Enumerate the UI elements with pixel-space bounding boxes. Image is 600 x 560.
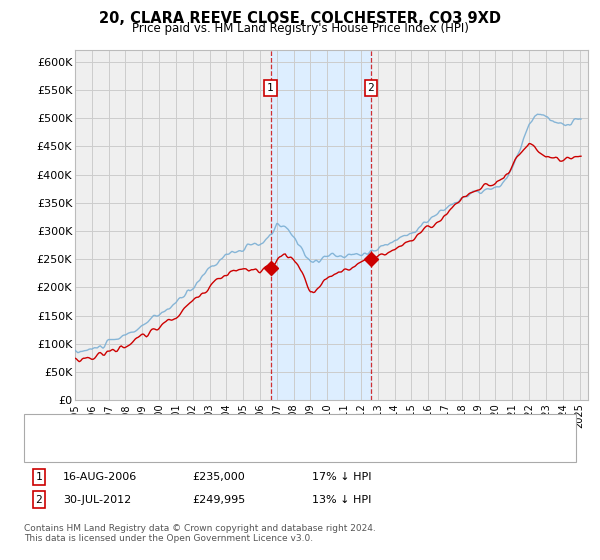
Text: 2: 2	[35, 494, 43, 505]
Text: 2: 2	[367, 83, 374, 93]
Text: Contains HM Land Registry data © Crown copyright and database right 2024.
This d: Contains HM Land Registry data © Crown c…	[24, 524, 376, 543]
Bar	[271, 50, 371, 400]
Text: 20, CLARA REEVE CLOSE, COLCHESTER, CO3 9XD: 20, CLARA REEVE CLOSE, COLCHESTER, CO3 9…	[99, 11, 501, 26]
Text: 13% ↓ HPI: 13% ↓ HPI	[312, 494, 371, 505]
Text: £235,000: £235,000	[192, 472, 245, 482]
Text: 1: 1	[267, 83, 274, 93]
Text: Price paid vs. HM Land Registry's House Price Index (HPI): Price paid vs. HM Land Registry's House …	[131, 22, 469, 35]
Text: HPI: Average price, detached house, Colchester: HPI: Average price, detached house, Colc…	[87, 444, 336, 454]
Text: 1: 1	[35, 472, 43, 482]
Text: 17% ↓ HPI: 17% ↓ HPI	[312, 472, 371, 482]
Text: 20, CLARA REEVE CLOSE, COLCHESTER,  CO3 9XD (detached house): 20, CLARA REEVE CLOSE, COLCHESTER, CO3 9…	[87, 423, 443, 433]
Text: £249,995: £249,995	[192, 494, 245, 505]
Text: 16-AUG-2006: 16-AUG-2006	[63, 472, 137, 482]
Text: 30-JUL-2012: 30-JUL-2012	[63, 494, 131, 505]
